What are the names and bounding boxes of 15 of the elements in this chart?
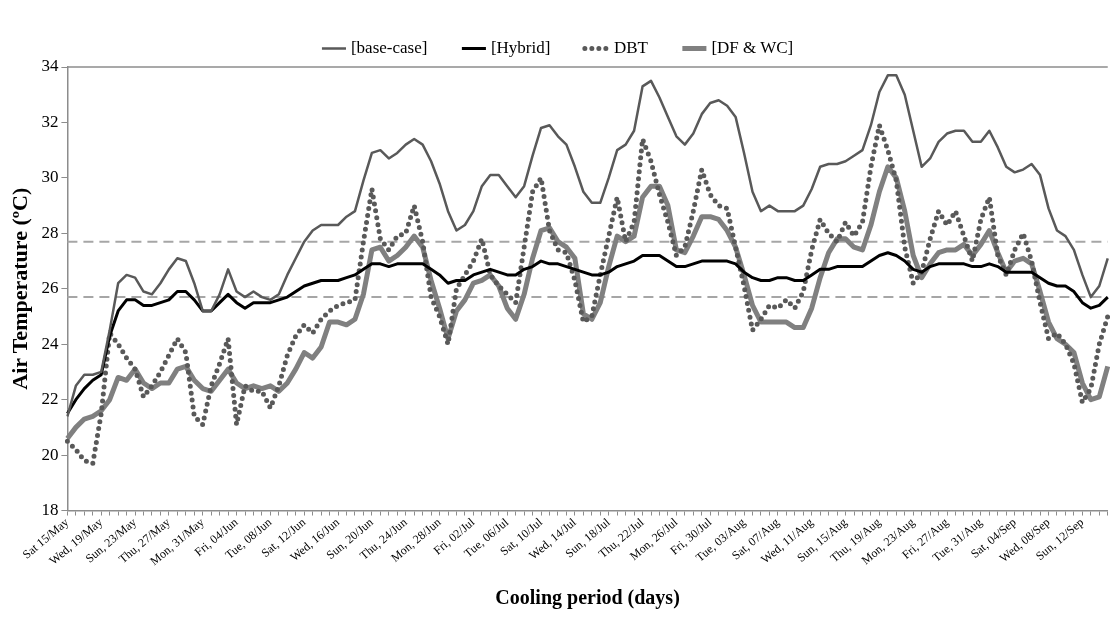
y-tick-label: 26 [41, 278, 59, 298]
legend-label: [DF & WC] [711, 37, 794, 57]
legend-label: [base-case] [350, 37, 428, 57]
y-tick-label: 30 [41, 167, 59, 187]
y-tick-label: 24 [41, 333, 59, 353]
y-tick-label: 18 [41, 500, 59, 520]
x-axis-title: Cooling period (days) [495, 586, 680, 610]
y-tick-label: 28 [41, 222, 59, 242]
y-tick-label: 22 [41, 389, 59, 409]
legend-label: [Hybrid] [490, 37, 551, 57]
y-axis-title: Air Temperature (ºC) [6, 187, 32, 390]
y-tick-label: 34 [41, 56, 59, 76]
y-tick-label: 20 [41, 444, 59, 464]
y-tick-label: 32 [41, 111, 59, 131]
legend-label: DBT [613, 37, 649, 57]
